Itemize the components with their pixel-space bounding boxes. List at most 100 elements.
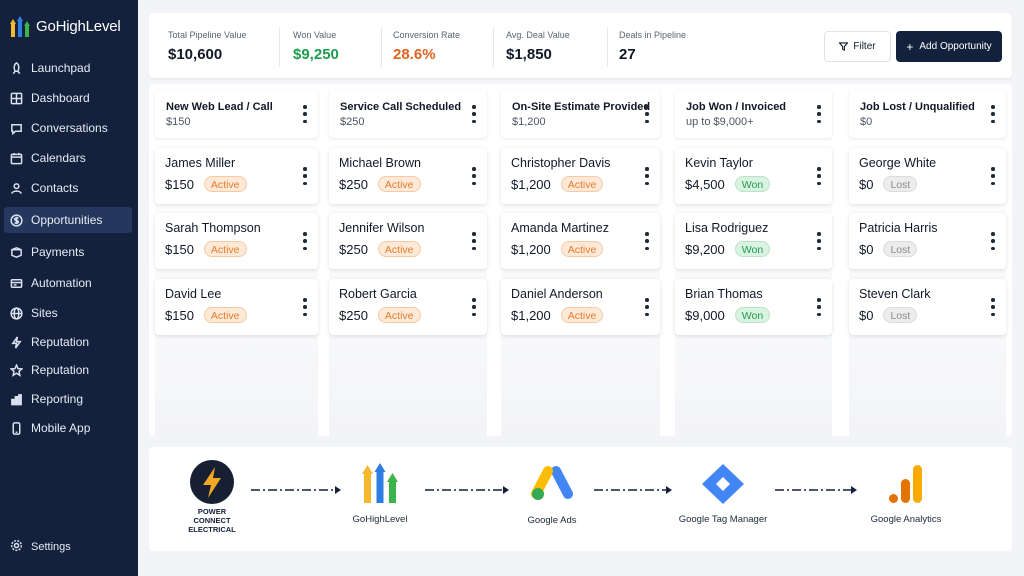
sidebar-item-sites[interactable]: Sites bbox=[4, 300, 132, 326]
status-badge: Lost bbox=[883, 176, 918, 192]
sidebar-item-label: Reputation bbox=[31, 363, 90, 377]
more-options-icon[interactable] bbox=[990, 167, 996, 185]
more-options-icon[interactable] bbox=[644, 105, 650, 123]
filter-button-label: Filter bbox=[853, 41, 876, 52]
opportunity-card[interactable]: Sarah Thompson $150 Active bbox=[155, 213, 318, 269]
opportunity-card[interactable]: David Lee $150 Active bbox=[155, 279, 318, 335]
opportunity-card[interactable]: Brian Thomas $9,000 Won bbox=[675, 279, 832, 335]
filter-icon bbox=[839, 42, 849, 51]
sidebar-item-reputation[interactable]: Reputation bbox=[4, 357, 132, 383]
sidebar-item-calendars[interactable]: Calendars bbox=[4, 145, 132, 171]
sidebar-item-opportunities[interactable]: Opportunities bbox=[4, 207, 132, 233]
more-options-icon[interactable] bbox=[471, 298, 477, 316]
deal-amount: $1,200 bbox=[511, 176, 551, 192]
more-options-icon[interactable] bbox=[302, 232, 308, 250]
sidebar-item-reputation[interactable]: Reputation bbox=[4, 329, 132, 355]
contact-name: Amanda Martinez bbox=[511, 221, 609, 235]
opportunity-card[interactable]: George White $0 Lost bbox=[849, 148, 1006, 204]
contact-name: Robert Garcia bbox=[339, 287, 417, 301]
more-options-icon[interactable] bbox=[816, 232, 822, 250]
stage-title: Service Call Scheduled bbox=[340, 101, 462, 113]
stage-title: New Web Lead / Call bbox=[166, 101, 273, 113]
sidebar-item-payments[interactable]: Payments bbox=[4, 239, 132, 265]
brand[interactable]: GoHighLevel bbox=[0, 0, 138, 52]
gohighlevel-logo-icon bbox=[362, 463, 398, 503]
deal-amount: $250 bbox=[339, 241, 368, 257]
more-options-icon[interactable] bbox=[990, 298, 996, 316]
opportunity-card[interactable]: Christopher Davis $1,200 Active bbox=[501, 148, 660, 204]
opportunity-card[interactable]: Amanda Martinez $1,200 Active bbox=[501, 213, 660, 269]
opportunity-card[interactable]: Jennifer Wilson $250 Active bbox=[329, 213, 487, 269]
sidebar-item-automation[interactable]: Automation bbox=[4, 270, 132, 296]
sidebar-item-label: Settings bbox=[31, 541, 71, 553]
add-opportunity-button[interactable]: + Add Opportunity bbox=[896, 31, 1002, 62]
integration-label: Google Ads bbox=[527, 515, 577, 526]
more-options-icon[interactable] bbox=[644, 167, 650, 185]
sidebar-item-conversations[interactable]: Conversations bbox=[4, 115, 132, 141]
contact-name: James Miller bbox=[165, 156, 236, 170]
sidebar-item-dashboard[interactable]: Dashboard bbox=[4, 85, 132, 111]
stage-value: $1,200 bbox=[512, 116, 546, 128]
stage-title: Job Won / Invoiced bbox=[686, 101, 787, 113]
integration-flow: POWER CONNECT ELECTRICAL GoHighLevel Goo… bbox=[149, 447, 1012, 551]
more-options-icon[interactable] bbox=[990, 105, 996, 123]
status-badge: Active bbox=[377, 307, 421, 323]
deal-amount: $250 bbox=[339, 176, 368, 192]
contact-name: Kevin Taylor bbox=[685, 156, 753, 170]
more-options-icon[interactable] bbox=[816, 105, 822, 123]
more-options-icon[interactable] bbox=[302, 105, 308, 123]
sidebar-item-label: Calendars bbox=[31, 151, 86, 165]
phone-icon bbox=[10, 421, 23, 435]
sidebar-item-mobile-app[interactable]: Mobile App bbox=[4, 415, 132, 441]
contact-name: Daniel Anderson bbox=[511, 287, 603, 301]
opportunity-card[interactable]: Steven Clark $0 Lost bbox=[849, 279, 1006, 335]
deal-amount: $9,000 bbox=[685, 307, 725, 323]
gohighlevel-integration: GoHighLevel bbox=[345, 461, 415, 525]
deal-amount: $150 bbox=[165, 307, 194, 323]
sidebar-item-launchpad[interactable]: Launchpad bbox=[4, 55, 132, 81]
more-options-icon[interactable] bbox=[471, 232, 477, 250]
stat-value: 28.6% bbox=[393, 46, 436, 63]
stat-deals-in-pipeline: Deals in Pipeline 27 bbox=[619, 13, 686, 78]
opportunity-card[interactable]: Kevin Taylor $4,500 Won bbox=[675, 148, 832, 204]
filter-button[interactable]: Filter bbox=[824, 31, 891, 62]
sidebar-item-label: Contacts bbox=[31, 181, 79, 195]
stage-title: On-Site Estimate Provided bbox=[512, 101, 651, 113]
stat-label: Deals in Pipeline bbox=[619, 30, 687, 40]
more-options-icon[interactable] bbox=[816, 167, 822, 185]
deal-amount: $150 bbox=[165, 241, 194, 257]
person-icon bbox=[10, 182, 23, 195]
sidebar-item-reporting[interactable]: Reporting bbox=[4, 386, 132, 412]
opportunity-card[interactable]: James Miller $150 Active bbox=[155, 148, 318, 204]
power-connect-electrical: POWER CONNECT ELECTRICAL bbox=[182, 459, 242, 534]
more-options-icon[interactable] bbox=[471, 105, 477, 123]
sidebar-item-contacts[interactable]: Contacts bbox=[4, 175, 132, 201]
sidebar-item-label: Mobile App bbox=[31, 421, 91, 435]
brand-line: POWER bbox=[197, 507, 227, 516]
stat-label: Avg. Deal Value bbox=[506, 30, 570, 40]
stat-value: $1,850 bbox=[506, 46, 552, 63]
deal-amount: $4,500 bbox=[685, 176, 725, 192]
more-options-icon[interactable] bbox=[302, 167, 308, 185]
opportunity-card[interactable]: Daniel Anderson $1,200 Active bbox=[501, 279, 660, 335]
sidebar-item-label: Reputation bbox=[31, 335, 90, 349]
divider bbox=[381, 27, 382, 67]
opportunity-card[interactable]: Michael Brown $250 Active bbox=[329, 148, 487, 204]
more-options-icon[interactable] bbox=[644, 232, 650, 250]
opportunity-card[interactable]: Patricia Harris $0 Lost bbox=[849, 213, 1006, 269]
opportunity-card[interactable]: Robert Garcia $250 Active bbox=[329, 279, 487, 335]
status-badge: Active bbox=[203, 307, 247, 323]
opportunity-card[interactable]: Lisa Rodriguez $9,200 Won bbox=[675, 213, 832, 269]
stat-won-value: Won Value $9,250 bbox=[293, 13, 339, 78]
sidebar-item-settings[interactable]: Settings bbox=[4, 534, 132, 560]
more-options-icon[interactable] bbox=[471, 167, 477, 185]
sidebar-item-label: Opportunities bbox=[31, 213, 103, 227]
star-icon bbox=[10, 363, 23, 377]
deal-amount: $9,200 bbox=[685, 241, 725, 257]
more-options-icon[interactable] bbox=[302, 298, 308, 316]
deal-amount: $0 bbox=[859, 176, 874, 192]
more-options-icon[interactable] bbox=[644, 298, 650, 316]
more-options-icon[interactable] bbox=[816, 298, 822, 316]
status-badge: Lost bbox=[883, 307, 918, 323]
more-options-icon[interactable] bbox=[990, 232, 996, 250]
